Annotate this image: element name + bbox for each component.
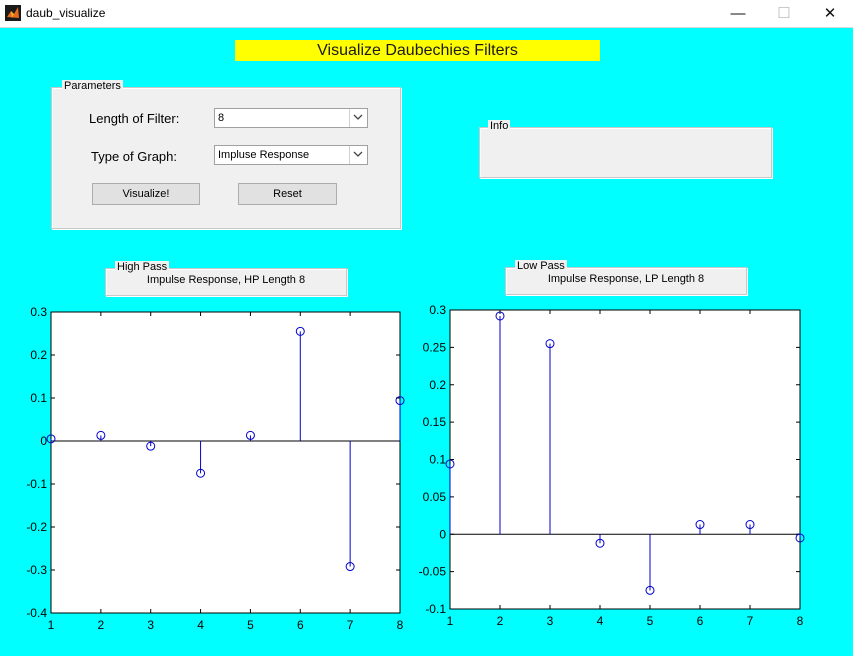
low-pass-xtick-label: 7: [747, 614, 754, 628]
graph-type-label: Type of Graph:: [91, 149, 177, 164]
maximize-button[interactable]: ☐: [777, 5, 791, 22]
visualize-button[interactable]: Visualize!: [92, 183, 200, 205]
parameters-title: Parameters: [62, 80, 123, 93]
high-pass-panel: High Pass Impulse Response, HP Length 8: [105, 261, 347, 296]
low-pass-stem-marker: [495, 311, 505, 321]
banner-title: Visualize Daubechies Filters: [235, 40, 600, 61]
high-pass-ytick-label: -0.1: [26, 477, 47, 491]
low-pass-ytick-label: 0.3: [429, 303, 446, 317]
high-pass-axes-box: [50, 311, 401, 614]
high-pass-stem-marker: [395, 396, 405, 406]
low-pass-xtick-label: 3: [547, 614, 554, 628]
high-pass-ytick-label: -0.2: [26, 520, 47, 534]
high-pass-stem-marker: [345, 562, 355, 572]
length-label: Length of Filter:: [89, 111, 180, 126]
low-pass-text: Impulse Response, LP Length 8: [547, 273, 705, 285]
low-pass-ytick-label: 0.2: [429, 378, 446, 392]
low-pass-stem-marker: [595, 538, 605, 548]
high-pass-ytick-label: 0.1: [30, 391, 47, 405]
low-pass-ytick-label: 0.25: [423, 340, 447, 354]
high-pass-stem-marker: [146, 441, 156, 451]
low-pass-axes-box: [449, 309, 801, 610]
high-pass-ytick-label: 0.3: [30, 305, 47, 319]
low-pass-ytick-label: 0.1: [429, 453, 446, 467]
low-pass-ytick-label: 0: [439, 527, 446, 541]
graph-type-value: Impluse Response: [218, 149, 310, 161]
high-pass-xtick-label: 8: [397, 618, 404, 632]
low-pass-stem-marker: [695, 520, 705, 530]
low-pass-ytick-label: 0.15: [423, 415, 447, 429]
low-pass-xtick-label: 2: [497, 614, 504, 628]
graph-type-select[interactable]: Impluse Response: [214, 145, 368, 165]
low-pass-stem-marker: [645, 585, 655, 595]
low-pass-xtick-label: 8: [797, 614, 804, 628]
low-pass-stem-marker: [795, 533, 805, 543]
length-select[interactable]: 8: [214, 108, 368, 128]
high-pass-stem-marker: [196, 468, 206, 478]
reset-button[interactable]: Reset: [238, 183, 337, 205]
title-bar: daub_visualize — ☐ ✕: [0, 0, 853, 28]
low-pass-stem-marker: [745, 520, 755, 530]
matlab-icon: [5, 5, 21, 21]
high-pass-ytick-label: 0: [40, 434, 47, 448]
length-value: 8: [218, 112, 225, 124]
high-pass-stem-marker: [96, 430, 106, 440]
close-button[interactable]: ✕: [823, 5, 837, 22]
high-pass-title: High Pass: [115, 261, 170, 274]
high-pass-xtick-label: 4: [197, 618, 204, 632]
info-panel: Info: [479, 120, 772, 178]
low-pass-xtick-label: 5: [647, 614, 654, 628]
low-pass-ytick-label: -0.05: [419, 565, 447, 579]
chevron-down-icon[interactable]: [349, 146, 367, 164]
chevron-down-icon[interactable]: [349, 109, 367, 127]
high-pass-xtick-label: 7: [347, 618, 354, 632]
high-pass-xtick-label: 2: [98, 618, 105, 632]
high-pass-xtick-label: 1: [48, 618, 55, 632]
high-pass-xtick-label: 5: [247, 618, 254, 632]
low-pass-title: Low Pass: [515, 260, 567, 273]
high-pass-text: Impulse Response, HP Length 8: [146, 274, 306, 286]
high-pass-stem-marker: [295, 326, 305, 336]
parameters-panel: Parameters Length of Filter: 8 Type of G…: [51, 80, 401, 229]
low-pass-ytick-label: -0.1: [425, 602, 446, 616]
high-pass-ytick-label: -0.3: [26, 563, 47, 577]
high-pass-stem-marker: [245, 430, 255, 440]
high-pass-ytick-label: -0.4: [26, 606, 47, 620]
low-pass-stem-marker: [445, 459, 455, 469]
low-pass-stem-marker: [545, 339, 555, 349]
minimize-button[interactable]: —: [730, 5, 746, 22]
low-pass-xtick-label: 1: [447, 614, 454, 628]
low-pass-panel: Low Pass Impulse Response, LP Length 8: [505, 260, 747, 295]
high-pass-xtick-label: 3: [147, 618, 154, 632]
info-title: Info: [488, 120, 511, 133]
high-pass-ytick-label: 0.2: [30, 348, 47, 362]
high-pass-stem-marker: [46, 434, 56, 444]
window-title: daub_visualize: [26, 6, 106, 20]
low-pass-ytick-label: 0.05: [423, 490, 447, 504]
low-pass-xtick-label: 6: [697, 614, 704, 628]
low-pass-xtick-label: 4: [597, 614, 604, 628]
high-pass-xtick-label: 6: [297, 618, 304, 632]
